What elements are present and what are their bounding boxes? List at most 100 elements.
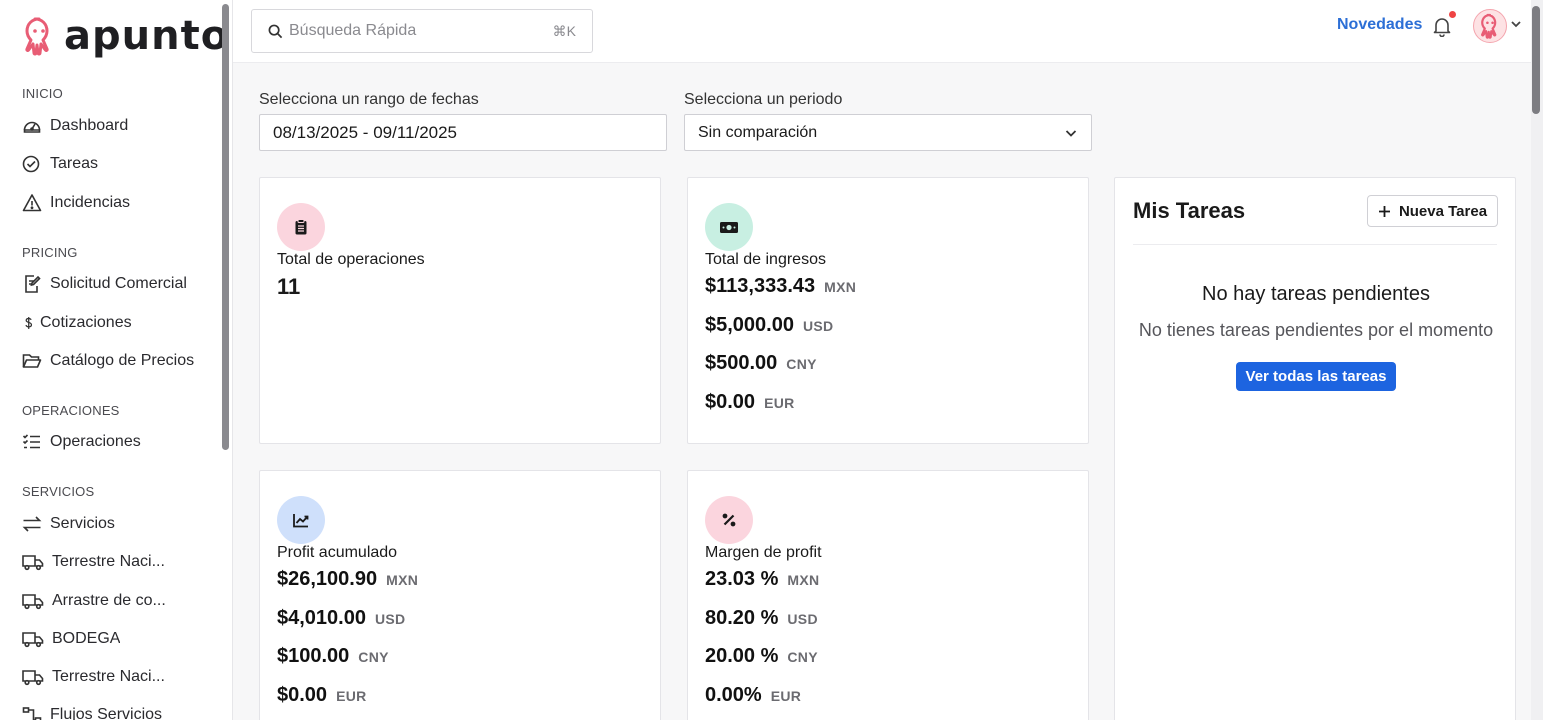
tasks-title: Mis Tareas xyxy=(1133,198,1246,223)
sidebar-section-servicios: SERVICIOS xyxy=(22,484,95,499)
card-title: Profit acumulado xyxy=(277,544,398,561)
sidebar-item-cotizaciones[interactable]: Cotizaciones xyxy=(22,308,218,338)
amount-row: 0.00% EUR xyxy=(705,684,801,707)
sidebar-item-terrestre-nacional[interactable]: Terrestre Naci... xyxy=(22,547,218,577)
bell-icon[interactable] xyxy=(1431,15,1453,37)
sidebar-item-label: Arrastre de co... xyxy=(52,592,166,609)
card-total-ingresos: Total de ingresos $113,333.43 MXN $5,000.… xyxy=(687,177,1089,444)
amount-value: 20.00 % xyxy=(705,645,779,667)
sidebar-item-label: Tareas xyxy=(50,155,99,172)
period-select[interactable]: Sin comparación xyxy=(684,114,1092,151)
currency-label: MXN xyxy=(787,572,820,588)
card-title: Total de operaciones xyxy=(277,251,425,268)
percent-icon xyxy=(722,513,736,527)
period-value: Sin comparación xyxy=(698,123,818,141)
page-scrollbar-thumb[interactable] xyxy=(1532,6,1540,114)
sidebar-item-label: Cotizaciones xyxy=(40,314,132,331)
amount-row: $5,000.00 USD xyxy=(705,314,833,337)
sidebar-item-operaciones[interactable]: Operaciones xyxy=(22,427,218,457)
quick-search[interactable]: ⌘K xyxy=(251,9,593,53)
chevron-down-icon[interactable] xyxy=(1510,18,1522,30)
sidebar-item-flujos-servicios[interactable]: Flujos Servicios xyxy=(22,700,218,720)
sidebar-item-label: Operaciones xyxy=(50,433,141,450)
amount-value: $100.00 xyxy=(277,645,350,667)
sidebar-scrollbar[interactable] xyxy=(222,4,229,450)
income-icon-badge xyxy=(705,203,753,251)
amount-value: $5,000.00 xyxy=(705,314,794,336)
warning-icon xyxy=(22,194,42,212)
currency-label: MXN xyxy=(824,279,857,295)
sidebar-item-label: Flujos Servicios xyxy=(50,706,163,720)
amount-value: 0.00% xyxy=(705,684,762,706)
card-profit-acumulado: Profit acumulado $26,100.90 MXN $4,010.00… xyxy=(259,470,661,720)
currency-label: MXN xyxy=(386,572,419,588)
currency-label: EUR xyxy=(336,688,367,704)
amount-row: $500.00 CNY xyxy=(705,352,817,375)
sidebar-item-label: Incidencias xyxy=(50,194,131,211)
currency-label: CNY xyxy=(787,649,818,665)
margin-icon-badge xyxy=(705,496,753,544)
sidebar-item-label: Servicios xyxy=(50,515,115,532)
currency-label: EUR xyxy=(764,395,795,411)
sidebar-item-dashboard[interactable]: Dashboard xyxy=(22,111,218,141)
card-total-operaciones: Total de operaciones 11 xyxy=(259,177,661,444)
sidebar-item-label: Terrestre Naci... xyxy=(52,668,165,685)
amount-value: 23.03 % xyxy=(705,568,779,590)
amount-row: $113,333.43 MXN xyxy=(705,275,856,298)
amount-value: $113,333.43 xyxy=(705,275,816,297)
currency-label: USD xyxy=(374,611,406,627)
date-range-input[interactable]: 08/13/2025 - 09/11/2025 xyxy=(259,114,667,151)
amount-row: $4,010.00 USD xyxy=(277,607,405,630)
sidebar-item-label: BODEGA xyxy=(52,630,121,647)
search-input[interactable] xyxy=(289,22,553,40)
sidebar-item-catalogo-de-precios[interactable]: Catálogo de Precios xyxy=(22,346,218,376)
sidebar-item-arrastre[interactable]: Arrastre de co... xyxy=(22,586,218,616)
octopus-avatar-icon xyxy=(1481,13,1497,39)
mis-tareas-panel: Mis Tareas Nueva Tarea No hay tareas pen… xyxy=(1114,177,1516,720)
ver-todas-button[interactable]: Ver todas las tareas xyxy=(1236,362,1396,391)
chevron-down-icon xyxy=(1065,129,1077,137)
amount-row: 20.00 % CNY xyxy=(705,645,818,668)
brand-name: apunto xyxy=(64,13,230,59)
sidebar-item-solicitud-comercial[interactable]: Solicitud Comercial xyxy=(22,269,218,299)
amount-row: $0.00 EUR xyxy=(705,391,795,414)
ops-icon-badge xyxy=(277,203,325,251)
amount-value: $0.00 xyxy=(277,684,328,706)
card-title: Total de ingresos xyxy=(705,251,826,268)
amount-value: $4,010.00 xyxy=(277,607,366,629)
divider xyxy=(1133,244,1497,245)
check-circle-icon xyxy=(22,155,40,173)
sidebar-item-terrestre-nacional-2[interactable]: Terrestre Naci... xyxy=(22,662,218,692)
nueva-tarea-button[interactable]: Nueva Tarea xyxy=(1367,195,1498,227)
truck-icon xyxy=(22,670,44,686)
operations-count: 11 xyxy=(277,274,301,299)
amount-row: $26,100.90 MXN xyxy=(277,568,418,591)
truck-icon xyxy=(22,555,44,571)
amount-value: 80.20 % xyxy=(705,607,779,629)
sidebar-section-operaciones: OPERACIONES xyxy=(22,403,120,418)
money-icon xyxy=(720,222,738,233)
brand[interactable]: apunto xyxy=(22,16,229,56)
plus-icon xyxy=(1378,205,1390,217)
amount-row: 80.20 % USD xyxy=(705,607,818,630)
currency-label: USD xyxy=(787,611,818,627)
novedades-link[interactable]: Novedades xyxy=(1337,16,1423,33)
nueva-tarea-label: Nueva Tarea xyxy=(1398,202,1488,220)
empty-title: No hay tareas pendientes xyxy=(1202,283,1430,305)
clipboard-icon xyxy=(295,219,307,235)
sidebar-item-tareas[interactable]: Tareas xyxy=(22,149,218,179)
sidebar-item-label: Dashboard xyxy=(50,117,129,134)
topbar: ⌘K Novedades xyxy=(233,0,1531,63)
sidebar-item-servicios[interactable]: Servicios xyxy=(22,509,218,539)
truck-icon xyxy=(22,632,44,648)
sidebar-item-bodega[interactable]: BODEGA xyxy=(22,624,218,654)
amount-value: $500.00 xyxy=(705,352,778,374)
avatar[interactable] xyxy=(1473,9,1507,43)
edit-document-icon xyxy=(25,275,41,293)
sidebar-item-label: Solicitud Comercial xyxy=(50,275,187,292)
currency-label: CNY xyxy=(786,356,817,372)
sidebar-item-incidencias[interactable]: Incidencias xyxy=(22,188,218,218)
card-margen-de-profit: Margen de profit 23.03 % MXN 80.20 % USD 2… xyxy=(687,470,1089,720)
page-scrollbar[interactable] xyxy=(1531,0,1543,720)
